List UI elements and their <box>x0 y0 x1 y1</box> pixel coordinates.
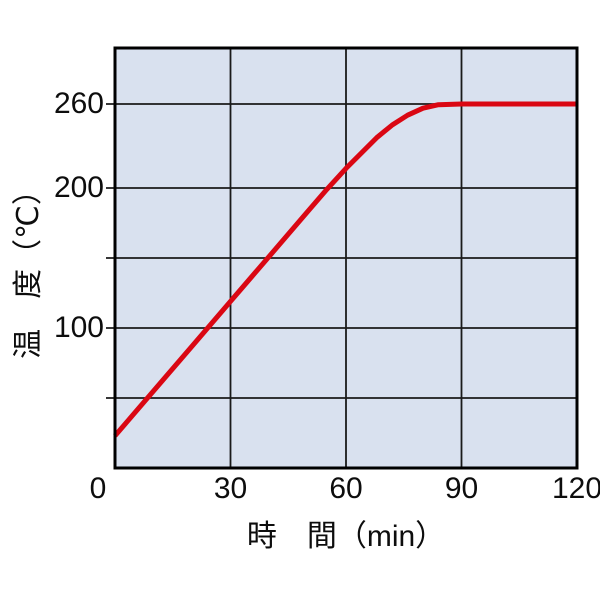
y-tick-label: 200 <box>53 171 104 204</box>
plot-frame <box>113 46 579 470</box>
x-tick-label: 90 <box>444 472 479 505</box>
y-tick-label: 260 <box>53 87 104 120</box>
x-tick-label: 30 <box>213 472 248 505</box>
temperature-profile-curve <box>113 101 577 438</box>
x-tick-label: 120 <box>551 472 600 505</box>
y-tick-label: 100 <box>53 311 104 344</box>
x-axis-title: 時 間（min） <box>246 520 446 553</box>
x-tick-label: 60 <box>329 472 363 505</box>
x-tick-label: 0 <box>89 472 107 505</box>
